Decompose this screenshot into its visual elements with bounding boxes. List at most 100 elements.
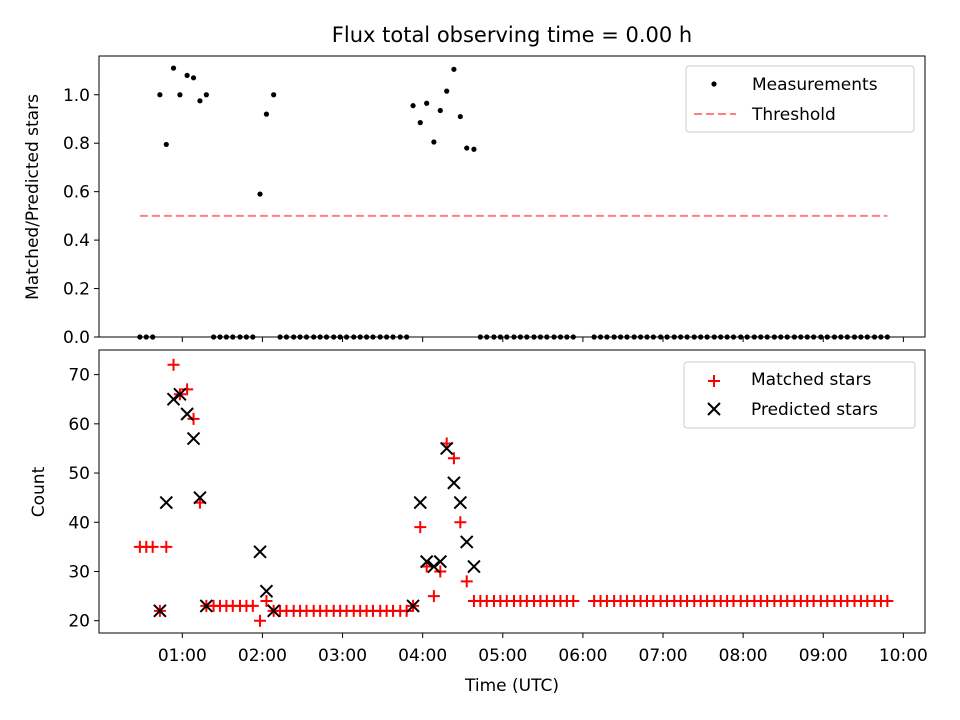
measurements-point: [190, 75, 197, 81]
matched-stars-point: [400, 604, 413, 617]
bottom-x-ticks: 01:00 02:00 03:00 04:00 05:00 06:00 07:00 08:00…: [158, 633, 928, 666]
matched-stars-point: [187, 412, 200, 425]
x-tick-label: 05:00: [478, 646, 527, 666]
matched-stars-point: [146, 540, 159, 553]
measurements-point: [263, 111, 270, 117]
measurements-point: [444, 88, 450, 94]
top-y-ticks: 0.0 0.2 0.4 0.6 0.8 1.0: [63, 86, 99, 348]
predicted-stars-point: [173, 387, 187, 402]
top-legend-box: [685, 65, 915, 133]
predicted-stars-point: [460, 535, 474, 549]
predicted-stars-point: [433, 554, 448, 569]
measurements-point: [157, 92, 163, 98]
y-tick-label: 0.4: [63, 231, 90, 251]
y-tick-label: 0.2: [63, 280, 90, 300]
bottom-axes-frame: [98, 349, 926, 634]
legend-predicted-marker: [707, 402, 721, 416]
matched-stars-point: [167, 358, 180, 371]
predicted-stars-point: [199, 599, 214, 613]
measurements-point: [271, 92, 277, 98]
y-tick-label: 1.0: [63, 86, 90, 106]
predicted-stars-point: [413, 495, 427, 510]
predicted-stars-point: [266, 604, 281, 618]
matched-stars-point: [567, 595, 580, 608]
predicted-stars-point: [419, 554, 434, 569]
matched-stars-point: [260, 595, 273, 608]
measurements-point: [184, 72, 190, 78]
y-tick-label: 60: [68, 415, 90, 435]
y-tick-label: 0.6: [63, 183, 90, 203]
x-axis-label: Time (UTC): [464, 676, 559, 696]
top-x-ticks: [181, 337, 904, 342]
predicted-stars-point: [186, 431, 201, 446]
matched-stars-point: [881, 595, 894, 608]
predicted-stars-point: [427, 559, 441, 574]
predicted-stars-point: [259, 584, 274, 598]
legend-measurements-marker: [711, 81, 717, 87]
measurements-point: [170, 65, 177, 71]
bottom-plot-marks: [133, 358, 894, 627]
predicted-stars-point: [180, 407, 194, 421]
top-y-axis-label: Matched/Predicted stars: [23, 94, 43, 300]
legend-measurements-label: Measurements: [752, 75, 878, 95]
y-tick-label: 0.8: [63, 134, 90, 154]
bottom-y-ticks: 20 30 40 50 60 70: [68, 366, 99, 632]
predicted-stars-point: [447, 476, 461, 490]
x-tick-label: 01:00: [158, 646, 207, 666]
legend-predicted-label: Predicted stars: [751, 400, 878, 420]
matched-stars-point: [447, 452, 460, 465]
bottom-legend-box: [683, 361, 916, 429]
matched-stars-point: [434, 565, 447, 578]
bottom-legend: Matched stars Predicted stars: [683, 361, 916, 429]
measurements-point: [424, 100, 430, 106]
bottom-panel: 20 30 40 50 60 70 01:00 02:00 03:00 04:00 05:00 06…: [29, 349, 928, 696]
legend-matched-label: Matched stars: [751, 370, 871, 390]
y-tick-label: 20: [68, 612, 90, 632]
measurements-point: [410, 103, 416, 109]
matched-stars-point: [246, 599, 259, 612]
matched-stars-point: [414, 521, 427, 534]
chart-title: Flux total observing time = 0.00 h: [332, 23, 692, 47]
matched-stars-point: [181, 383, 194, 396]
predicted-stars-point: [406, 599, 420, 613]
y-tick-label: 70: [68, 366, 90, 386]
measurements-point: [177, 92, 183, 98]
bottom-y-axis-label: Count: [29, 466, 49, 517]
predicted-stars-point: [166, 392, 181, 406]
measurements-point: [471, 146, 477, 152]
measurements-point: [457, 113, 463, 120]
x-tick-label: 02:00: [238, 646, 287, 666]
legend-threshold-label: Threshold: [751, 105, 836, 125]
measurements-point: [437, 107, 443, 114]
measurements-point: [203, 92, 209, 98]
matched-stars-point: [160, 540, 173, 553]
measurements-point: [163, 141, 169, 148]
predicted-stars-point: [159, 495, 174, 510]
measurements-point: [464, 145, 470, 151]
x-tick-label: 08:00: [719, 646, 768, 666]
y-tick-label: 50: [68, 464, 90, 484]
predicted-stars-point: [453, 495, 468, 510]
predicted-stars-point: [467, 559, 481, 574]
measurements-point: [431, 139, 437, 145]
predicted-stars-point: [253, 545, 267, 559]
measurements-point: [417, 120, 423, 126]
predicted-stars-point: [439, 441, 454, 456]
legend-matched-marker: [708, 375, 720, 387]
x-tick-label: 09:00: [799, 646, 848, 666]
top-panel: 0.0 0.2 0.4 0.6 0.8 1.0 Matched/Predicted sta…: [23, 55, 926, 348]
measurements-point: [451, 66, 457, 72]
x-tick-label: 06:00: [558, 646, 607, 666]
matched-stars-point: [454, 516, 467, 529]
x-tick-label: 04:00: [398, 646, 447, 666]
y-tick-label: 30: [68, 562, 90, 582]
x-tick-label: 07:00: [639, 646, 688, 666]
measurements-point: [197, 98, 203, 104]
y-tick-label: 0.0: [63, 328, 90, 348]
measurements-point: [257, 191, 263, 197]
top-legend: Measurements Threshold: [685, 65, 915, 133]
top-axes-frame: [98, 55, 926, 338]
matched-stars-point: [427, 590, 440, 603]
matched-stars-point: [254, 614, 267, 627]
